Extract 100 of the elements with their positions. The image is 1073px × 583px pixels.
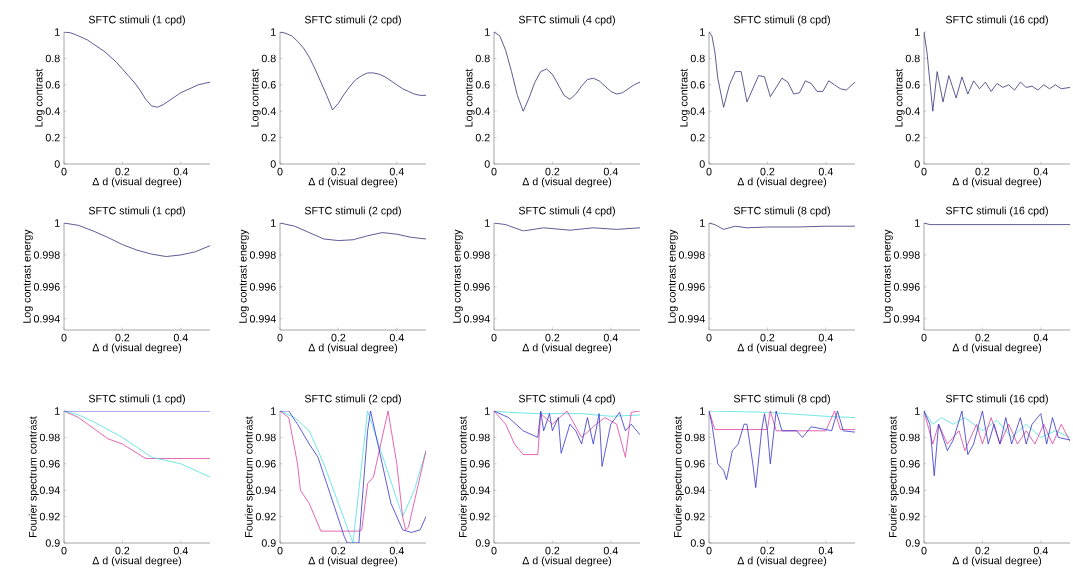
x-tick-label: 0.2	[545, 167, 560, 176]
y-tick-label: 0.94	[469, 486, 490, 494]
y-tick-label: 0.6	[475, 81, 490, 89]
y-tick-label: 0.2	[905, 133, 920, 142]
x-tick-label: 0.2	[760, 333, 775, 342]
x-axis-title: Δ d (visual degree)	[92, 556, 182, 567]
y-tick-label: 0.98	[255, 433, 276, 442]
chart-title: SFTC stimuli (1 cpd)	[88, 394, 185, 405]
y-tick-label: 0.994	[678, 315, 705, 323]
y-tick-label: 0.9	[690, 539, 705, 547]
chart-title: SFTC stimuli (8 cpd)	[733, 206, 830, 217]
x-tick-label: 0	[921, 546, 927, 555]
x-tick-label: 0.4	[603, 167, 618, 176]
y-tick-label: 1	[485, 219, 490, 227]
y-tick-label: 0.996	[893, 283, 920, 291]
chart-title: SFTC stimuli (8 cpd)	[733, 394, 830, 405]
y-axis-title: Fourier spectrum contrast	[673, 416, 684, 537]
chart-title: SFTC stimuli (16 cpd)	[945, 394, 1048, 405]
line-series	[494, 411, 641, 467]
y-tick-label: 0.998	[463, 251, 490, 259]
x-axis-title: Δ d (visual degree)	[308, 343, 398, 354]
y-tick-label: 0.98	[39, 433, 60, 442]
y-tick-label: 0	[270, 160, 276, 168]
line-series	[494, 411, 641, 458]
line-series	[924, 411, 1071, 477]
y-axis-title: Log contrast	[465, 68, 475, 127]
y-axis-title: Fourier spectrum contrast	[888, 416, 899, 537]
y-tick-label: 0.9	[475, 539, 490, 547]
y-tick-label: 1	[485, 28, 490, 36]
y-tick-label: 0.996	[463, 283, 490, 291]
x-axis-title: Δ d (visual degree)	[522, 343, 612, 354]
chart-title: SFTC stimuli (1 cpd)	[88, 206, 185, 217]
chart-title: SFTC stimuli (4 cpd)	[518, 394, 615, 405]
y-tick-label: 0.92	[684, 512, 705, 521]
x-tick-label: 0.4	[173, 167, 188, 176]
y-tick-label: 1	[700, 219, 705, 227]
y-axis-title: Fourier spectrum contrast	[244, 416, 255, 537]
x-tick-label: 0	[491, 333, 497, 342]
line-series	[494, 223, 641, 232]
y-tick-label: 0.6	[261, 81, 276, 89]
y-tick-label: 0.994	[249, 315, 276, 323]
y-axis-title: Log contrast energy	[883, 229, 893, 323]
x-axis-title: Δ d (visual degree)	[308, 556, 398, 567]
chart-title: SFTC stimuli (2 cpd)	[304, 206, 401, 217]
y-tick-label: 0.8	[475, 54, 490, 63]
x-tick-label: 0.4	[173, 546, 188, 555]
x-tick-label: 0	[706, 546, 712, 555]
y-tick-label: 0.994	[463, 315, 490, 323]
y-tick-label: 0.94	[899, 486, 920, 494]
x-tick-label: 0	[921, 167, 927, 176]
y-axis-title: Fourier spectrum contrast	[28, 416, 39, 537]
y-tick-label: 1	[915, 219, 920, 227]
x-tick-label: 0.2	[115, 546, 130, 555]
x-tick-label: 0.2	[760, 167, 775, 176]
y-tick-label: 0.96	[684, 460, 705, 468]
y-tick-label: 0.994	[893, 315, 920, 323]
x-tick-label: 0	[277, 546, 283, 555]
x-tick-label: 0.2	[975, 167, 990, 176]
y-tick-label: 1	[915, 407, 920, 415]
y-tick-label: 0.996	[249, 283, 276, 291]
x-tick-label: 0.4	[1033, 546, 1048, 555]
chart-title: SFTC stimuli (1 cpd)	[88, 15, 185, 26]
chart-title: SFTC stimuli (16 cpd)	[945, 15, 1048, 26]
y-tick-label: 0.94	[39, 486, 60, 494]
x-tick-label: 0.2	[331, 333, 346, 342]
y-tick-label: 0.996	[33, 283, 60, 291]
x-axis-title: Δ d (visual degree)	[737, 343, 827, 354]
y-tick-label: 0.998	[249, 251, 276, 259]
y-tick-label: 0.98	[899, 433, 920, 442]
y-tick-label: 1	[700, 28, 705, 36]
chart-title: SFTC stimuli (4 cpd)	[518, 15, 615, 26]
x-tick-label: 0.2	[760, 546, 775, 555]
line-series	[709, 223, 856, 230]
x-tick-label: 0	[706, 167, 712, 176]
x-axis-title: Δ d (visual degree)	[952, 556, 1042, 567]
x-tick-label: 0	[921, 333, 927, 342]
line-series	[64, 411, 210, 478]
chart-title: SFTC stimuli (16 cpd)	[945, 206, 1048, 217]
y-tick-label: 1	[271, 28, 276, 36]
y-tick-label: 0.4	[261, 107, 276, 115]
y-tick-label: 0.92	[255, 512, 276, 521]
y-axis-title: Fourier spectrum contrast	[458, 416, 469, 537]
y-axis-title: Log contrast	[35, 68, 45, 127]
x-tick-label: 0	[491, 546, 497, 555]
y-axis-title: Log contrast	[680, 68, 690, 127]
y-tick-label: 0	[699, 160, 705, 168]
chart-title: SFTC stimuli (2 cpd)	[304, 394, 401, 405]
x-tick-label: 0	[61, 333, 67, 342]
y-axis-title: Log contrast energy	[668, 229, 678, 323]
y-tick-label: 0.94	[255, 486, 276, 494]
x-tick-label: 0.2	[975, 333, 990, 342]
x-tick-label: 0	[61, 167, 67, 176]
line-series	[709, 411, 856, 419]
x-axis-title: Δ d (visual degree)	[952, 177, 1042, 188]
x-tick-label: 0.2	[975, 546, 990, 555]
y-tick-label: 0.998	[678, 251, 705, 259]
x-tick-label: 0.2	[331, 167, 346, 176]
x-tick-label: 0	[277, 333, 283, 342]
x-tick-label: 0.2	[331, 546, 346, 555]
line-series	[64, 223, 210, 257]
